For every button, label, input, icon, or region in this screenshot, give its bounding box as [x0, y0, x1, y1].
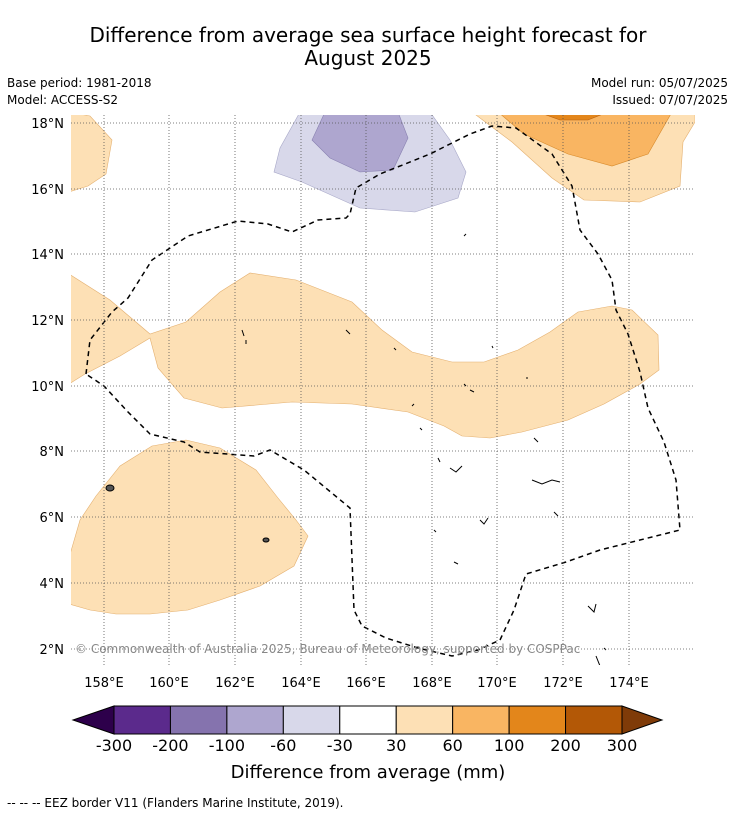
lon-label: 162°E [215, 676, 255, 691]
islands [105, 233, 607, 665]
lat-label: 18°N [31, 117, 64, 132]
colorbar-segment [339, 705, 397, 735]
negative-anomaly-core [311, 115, 409, 173]
lat-label: 12°N [31, 314, 64, 329]
gridlines [71, 115, 695, 665]
lat-label: 14°N [31, 248, 64, 263]
positive-anomaly-west [71, 115, 113, 192]
colorbar-tick-label: 300 [607, 736, 638, 755]
map-area: © Commonwealth of Australia 2025, Bureau… [71, 115, 695, 665]
longitude-labels: 158°E 160°E 162°E 164°E 166°E 168°E 170°… [84, 676, 649, 691]
lat-label: 10°N [31, 380, 64, 395]
colorbar-title: Difference from average (mm) [231, 762, 506, 783]
lat-label: 8°N [40, 445, 65, 460]
eez-border [85, 125, 681, 657]
colorbar-segment [113, 705, 171, 735]
lon-label: 174°E [609, 676, 649, 691]
lat-label: 4°N [40, 577, 65, 592]
colorbar: -300 -200 -100 -60 -30 30 60 100 200 300 Differen… [71, 705, 664, 783]
colorbar-tick-label: 60 [442, 736, 462, 755]
colorbar-segment [226, 705, 284, 735]
colorbar-over-arrow [621, 705, 664, 735]
latitude-labels: 18°N 16°N 14°N 12°N 10°N 8°N 6°N 4°N 2°N [31, 117, 64, 658]
base-period: Base period: 1981-2018 [7, 76, 152, 90]
title-line-2: August 2025 [304, 46, 432, 70]
lon-label: 166°E [346, 676, 386, 691]
title-line-1: Difference from average sea surface heig… [89, 23, 647, 47]
colorbar-tick-label: -200 [152, 736, 188, 755]
colorbar-tick-label: 30 [386, 736, 406, 755]
colorbar-under-arrow [71, 705, 115, 735]
positive-anomaly-central-band [71, 272, 660, 439]
lon-label: 170°E [477, 676, 517, 691]
eez-legend: -- -- -- EEZ border V11 (Flanders Marine… [7, 796, 344, 810]
lon-label: 164°E [281, 676, 321, 691]
positive-anomaly-top-core [545, 115, 602, 121]
colorbar-segment [452, 705, 510, 735]
model-run: Model run: 05/07/2025 [590, 76, 728, 90]
colorbar-segment [508, 705, 567, 735]
colorbar-tick-label: 100 [494, 736, 525, 755]
colorbar-tick-label: 200 [550, 736, 581, 755]
copyright-notice: © Commonwealth of Australia 2025, Bureau… [75, 642, 580, 656]
colorbar-segment [395, 705, 454, 735]
lon-label: 160°E [149, 676, 189, 691]
colorbar-tick-label: -60 [270, 736, 296, 755]
colorbar-segment [565, 705, 623, 735]
lon-label: 172°E [543, 676, 583, 691]
colorbar-tick-label: -100 [209, 736, 245, 755]
lat-label: 6°N [40, 511, 65, 526]
issued-date: Issued: 07/07/2025 [612, 93, 728, 107]
lat-label: 16°N [31, 183, 64, 198]
colorbar-tick-label: -30 [327, 736, 353, 755]
model-name: Model: ACCESS-S2 [7, 93, 119, 107]
colorbar-segment [169, 705, 228, 735]
positive-anomaly-southwest [71, 439, 309, 615]
lon-label: 158°E [84, 676, 124, 691]
colorbar-tick-label: -300 [96, 736, 132, 755]
colorbar-segment [282, 705, 341, 735]
lat-label: 2°N [40, 643, 65, 658]
lon-label: 168°E [412, 676, 452, 691]
